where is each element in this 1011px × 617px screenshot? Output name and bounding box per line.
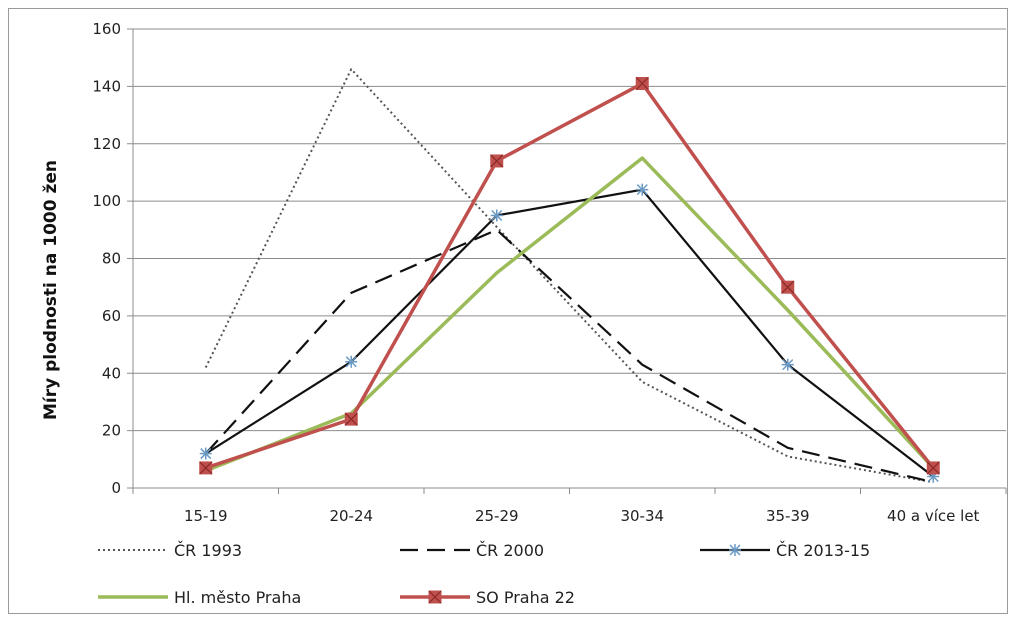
legend-label: SO Praha 22: [476, 588, 575, 607]
series-lines: [199, 68, 940, 484]
series-4-point-cross: [781, 280, 795, 294]
series-4-point-cross: [926, 461, 940, 475]
legend-label: ČR 2013-15: [776, 541, 870, 560]
legend-item-3: Hl. město Praha: [98, 588, 301, 607]
series-4-point-cross: [199, 461, 213, 475]
legend-item-2: ČR 2013-15: [700, 541, 870, 560]
legend: ČR 1993 ČR 2000 ČR 2013-15 Hl. město Praha S…: [98, 541, 870, 607]
y-tick-label: 60: [102, 307, 121, 325]
series-line-3: [205, 156, 935, 473]
y-tick-label: 20: [102, 422, 121, 440]
y-tick-label: 100: [92, 192, 121, 210]
x-tick-label: 35-39: [766, 507, 810, 525]
x-tick-label: 15-19: [184, 507, 228, 525]
y-tick-labels: 0 20 40 60 80 100 120 140 160: [92, 20, 121, 497]
chart-frame: [8, 8, 1008, 614]
series-2-point: [636, 183, 649, 196]
legend-marker-cross: [428, 590, 442, 604]
series-2-point: [490, 209, 503, 222]
legend-item-1: ČR 2000: [400, 541, 544, 560]
series-2-point: [781, 358, 794, 371]
legend-label: Hl. město Praha: [174, 588, 301, 607]
series-2-point: [199, 447, 212, 460]
legend-item-0: ČR 1993: [98, 541, 242, 560]
x-tick-label: 25-29: [475, 507, 519, 525]
x-tick-labels: 15-19 20-24 25-29 30-34 35-39 40 a více let: [184, 507, 980, 525]
y-tick-label: 80: [102, 250, 121, 268]
y-axis-label: Míry plodnosti na 1000 žen: [41, 160, 61, 420]
y-tick-label: 40: [102, 364, 121, 382]
axes: [127, 28, 1007, 494]
y-tick-label: 160: [92, 20, 121, 38]
legend-label: ČR 2000: [476, 541, 544, 560]
gridlines: [133, 28, 1006, 489]
x-tick-label: 20-24: [329, 507, 373, 525]
series-line-0: [204, 68, 934, 484]
series-4-point-cross: [344, 412, 358, 426]
y-tick-label: 0: [111, 479, 121, 497]
series-4-point-cross: [490, 154, 504, 168]
y-tick-label: 120: [92, 135, 121, 153]
series-line-1: [204, 228, 934, 484]
y-tick-label: 140: [92, 77, 121, 95]
x-tick-label: 30-34: [620, 507, 664, 525]
legend-label: ČR 1993: [174, 541, 242, 560]
series-line-4: [205, 81, 935, 470]
series-line-2: [205, 188, 934, 478]
legend-marker: [729, 544, 741, 556]
legend-item-4: SO Praha 22: [400, 588, 575, 607]
series-4-point-cross: [635, 77, 649, 90]
series-2-point: [345, 355, 358, 368]
x-tick-label: 40 a více let: [887, 507, 979, 525]
